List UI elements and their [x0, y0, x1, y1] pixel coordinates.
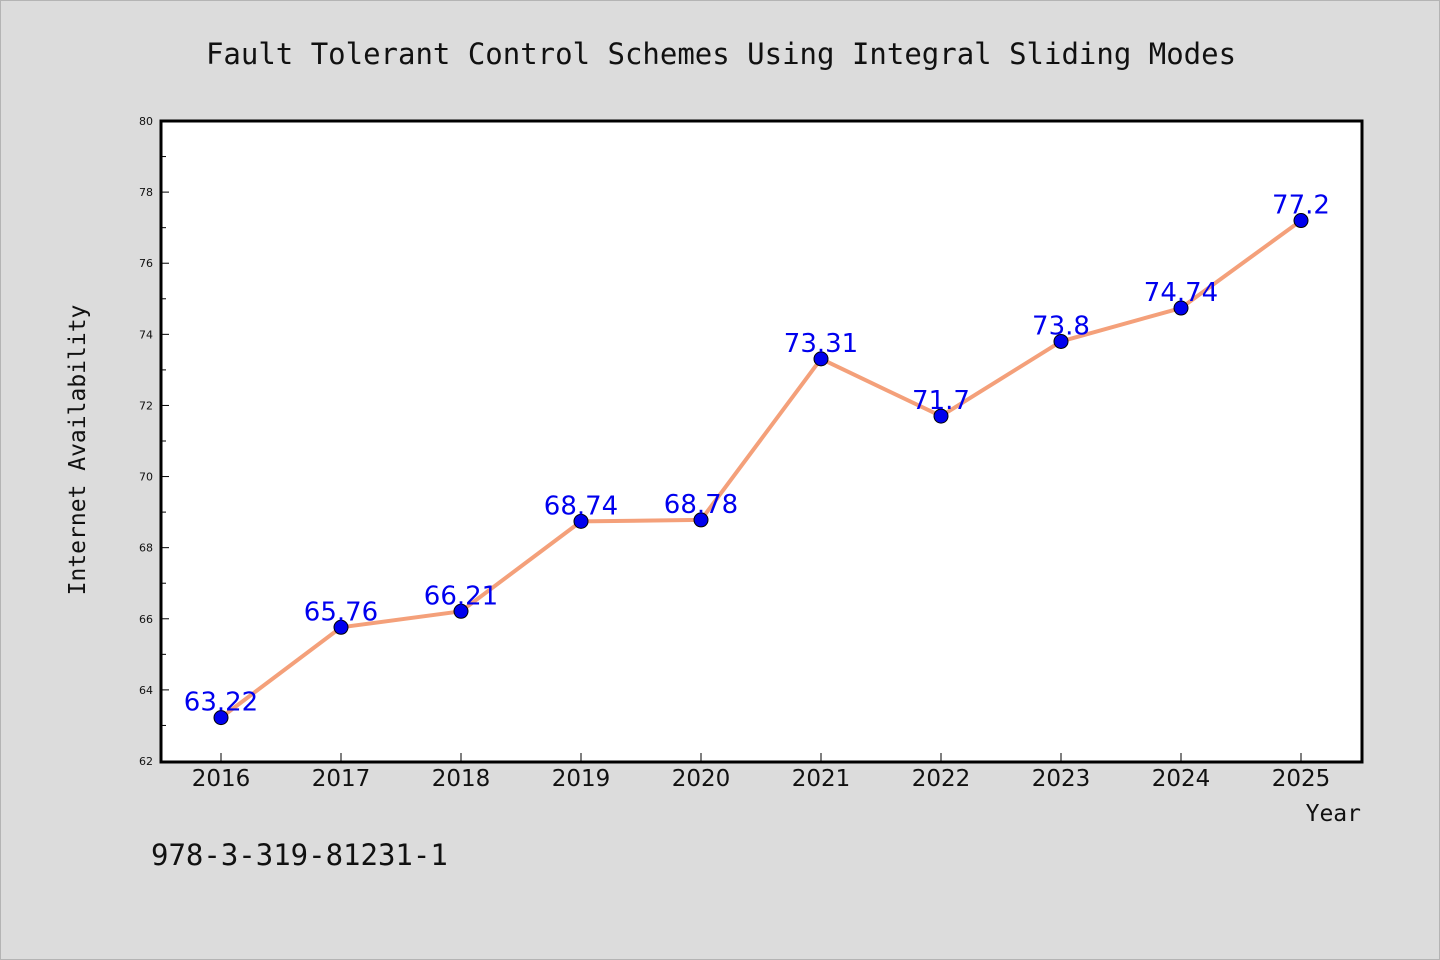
x-tick-label: 2022 [912, 766, 971, 792]
isbn-footer: 978-3-319-81231-1 [151, 838, 448, 872]
series-1: 63.22 65.76 66.21 68.74 68.78 73.31 71.7 73.8 74… [184, 191, 1330, 726]
data-label: 74.74 [1144, 278, 1218, 308]
chart-title: Fault Tolerant Control Schemes Using Int… [206, 37, 1236, 71]
y-tick-label: 66 [139, 613, 153, 626]
x-tick-label: 2021 [792, 766, 851, 792]
y-tick-label: 68 [139, 542, 153, 555]
data-label: 77.2 [1272, 191, 1330, 221]
y-tick-label: 74 [139, 328, 153, 341]
x-tick-label: 2017 [312, 766, 371, 792]
y-tick-label: 70 [139, 471, 153, 484]
x-tick-label: 2020 [672, 766, 731, 792]
data-point [1293, 213, 1309, 229]
data-point [933, 408, 949, 424]
x-tick-label: 2024 [1152, 766, 1211, 792]
data-label: 68.78 [664, 490, 738, 520]
y-tick-label: 76 [139, 257, 153, 270]
y-axis: 62 64 66 68 70 72 74 76 78 80 [139, 115, 169, 768]
x-tick-label: 2016 [192, 766, 251, 792]
data-point [573, 513, 589, 529]
data-point [813, 351, 829, 367]
data-label: 68.74 [544, 491, 618, 521]
x-tick-label: 2019 [552, 766, 611, 792]
data-point [1053, 333, 1069, 349]
y-tick-label: 78 [139, 186, 153, 199]
y-axis-label: Internet Availability [65, 305, 91, 596]
x-axis: 2016 2017 2018 2019 2020 2021 2022 2023 2024 2025 [192, 753, 1331, 792]
data-label: 65.76 [304, 597, 378, 627]
x-axis-label: Year [1306, 801, 1361, 827]
series-line [219, 218, 1303, 720]
data-label: 63.22 [184, 688, 258, 718]
x-tick-label: 2023 [1032, 766, 1091, 792]
y-tick-label: 72 [139, 399, 153, 412]
data-label: 73.31 [784, 329, 858, 359]
data-point [213, 710, 229, 726]
x-tick-label: 2025 [1272, 766, 1331, 792]
x-tick-label: 2018 [432, 766, 491, 792]
data-point [1173, 300, 1189, 316]
y-tick-label: 80 [139, 115, 153, 128]
y-tick-label: 64 [139, 684, 153, 697]
data-point [693, 512, 709, 528]
data-label: 73.8 [1032, 311, 1090, 341]
data-label: 66.21 [424, 581, 498, 611]
data-label: 71.7 [912, 386, 970, 416]
y-tick-label: 62 [139, 755, 153, 768]
data-point [453, 603, 469, 619]
data-point [333, 619, 349, 635]
